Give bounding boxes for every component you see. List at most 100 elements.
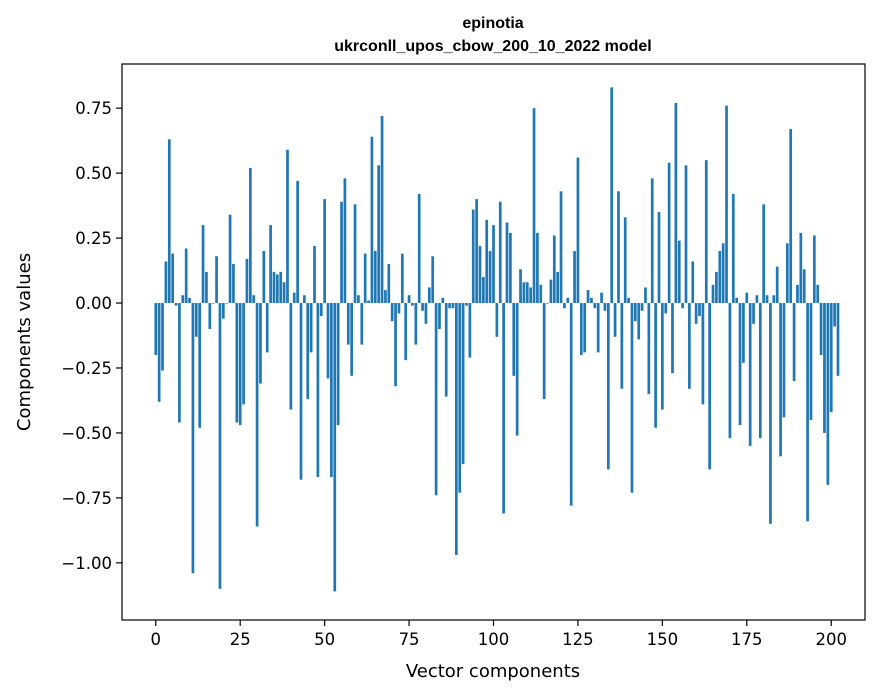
bar-40 <box>289 303 293 410</box>
bar-169 <box>725 105 728 304</box>
y-tick-label: −1.00 <box>61 554 112 573</box>
x-tick-label: 25 <box>230 630 251 649</box>
bar-58 <box>350 303 353 376</box>
y-tick-label: 0.75 <box>75 99 112 118</box>
bar-184 <box>775 266 779 304</box>
bar-12 <box>194 303 198 337</box>
bar-45 <box>306 303 310 400</box>
bar-159 <box>691 261 695 304</box>
bar-188 <box>789 128 793 304</box>
y-axis-label: Components values <box>14 253 35 431</box>
bar-6 <box>174 303 178 306</box>
bar-198 <box>823 303 826 433</box>
bar-136 <box>613 303 617 337</box>
bar-114 <box>539 284 543 304</box>
bar-162 <box>701 303 705 405</box>
bar-122 <box>566 297 570 304</box>
bar-21 <box>225 303 229 304</box>
bar-160 <box>694 303 698 324</box>
bar-32 <box>262 251 266 304</box>
bar-180 <box>762 204 766 304</box>
bar-153 <box>671 303 674 374</box>
bar-28 <box>248 167 252 304</box>
bar-126 <box>579 303 583 355</box>
chart-title-line2: ukrconll_upos_cbow_200_10_2022 model <box>334 38 651 55</box>
bar-100 <box>492 225 495 304</box>
bar-36 <box>276 274 279 304</box>
bar-148 <box>654 303 657 428</box>
bar-26 <box>242 303 245 405</box>
bar-31 <box>259 303 262 384</box>
bar-129 <box>590 297 593 304</box>
bar-25 <box>238 303 242 426</box>
bar-190 <box>796 284 799 304</box>
bar-61 <box>360 303 364 345</box>
bar-139 <box>623 217 627 304</box>
bar-41 <box>292 292 296 304</box>
bar-91 <box>461 303 465 465</box>
bar-37 <box>279 271 283 304</box>
bar-39 <box>286 149 289 304</box>
bar-181 <box>765 295 769 304</box>
bar-102 <box>498 201 502 304</box>
plot-frame <box>121 63 866 621</box>
y-tick-label: −0.50 <box>61 424 112 443</box>
bar-200 <box>829 303 833 413</box>
bar-150 <box>661 303 664 410</box>
bar-81 <box>427 287 431 304</box>
bar-92 <box>465 303 468 306</box>
bar-7 <box>178 303 181 423</box>
bar-124 <box>573 251 576 304</box>
bar-88 <box>451 303 455 309</box>
bar-101 <box>495 303 499 337</box>
x-tick-label: 0 <box>151 630 162 649</box>
chart-title-line1: epinotia <box>462 15 523 32</box>
bar-44 <box>303 295 306 304</box>
bar-51 <box>326 303 330 379</box>
bar-149 <box>657 212 661 304</box>
bar-201 <box>833 303 836 327</box>
x-tick-label: 175 <box>731 630 763 649</box>
bar-79 <box>421 303 424 311</box>
bar-147 <box>650 178 654 304</box>
bar-187 <box>785 243 789 304</box>
bar-161 <box>698 303 701 317</box>
bar-4 <box>167 139 171 304</box>
bar-166 <box>715 271 718 304</box>
bar-95 <box>475 199 478 304</box>
bar-199 <box>826 303 830 485</box>
bar-152 <box>667 162 671 304</box>
bar-192 <box>802 269 806 304</box>
bar-19 <box>218 303 222 589</box>
bar-195 <box>812 235 816 304</box>
bar-67 <box>380 115 384 304</box>
bar-60 <box>357 295 360 304</box>
bar-142 <box>633 303 637 322</box>
bar-137 <box>617 191 620 304</box>
bar-20 <box>221 303 225 319</box>
bar-14 <box>201 225 205 304</box>
bar-106 <box>512 303 516 376</box>
bar-174 <box>742 303 745 363</box>
bar-158 <box>688 303 691 389</box>
bar-42 <box>296 180 299 304</box>
y-tick-label: −0.75 <box>61 489 112 508</box>
bar-94 <box>471 209 475 304</box>
bar-63 <box>367 300 370 304</box>
bar-90 <box>458 303 462 493</box>
bar-117 <box>549 279 553 304</box>
bar-133 <box>603 303 607 311</box>
bar-155 <box>677 240 681 304</box>
y-tick-label: 0.25 <box>75 229 112 248</box>
bar-34 <box>269 225 272 304</box>
bar-78 <box>417 193 421 304</box>
bar-141 <box>630 303 634 493</box>
bar-178 <box>755 295 759 304</box>
bar-30 <box>255 303 259 527</box>
bar-120 <box>559 191 563 304</box>
bar-55 <box>340 201 343 304</box>
bar-186 <box>782 303 786 418</box>
bar-15 <box>205 271 208 304</box>
bar-111 <box>529 287 532 304</box>
bar-104 <box>505 222 509 304</box>
